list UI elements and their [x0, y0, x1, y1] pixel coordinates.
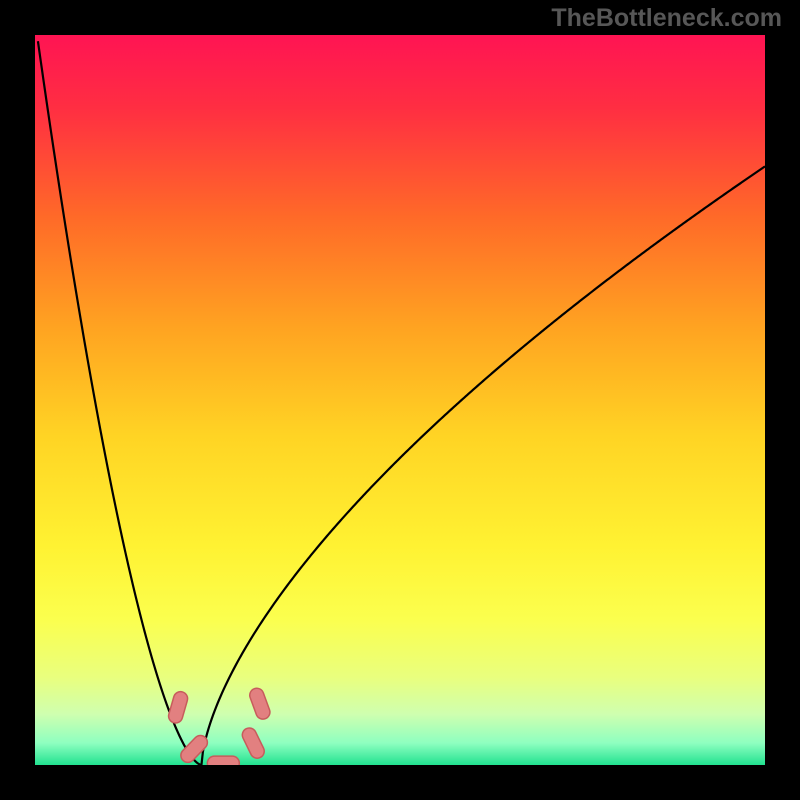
watermark-text: TheBottleneck.com: [551, 4, 782, 33]
plot-area: [35, 35, 765, 765]
curve-marker: [240, 726, 267, 761]
curve-marker: [167, 690, 189, 725]
plot-svg: [35, 35, 765, 765]
bottleneck-curve: [38, 41, 765, 765]
curve-marker: [207, 756, 239, 765]
curve-marker: [248, 686, 272, 721]
chart-container: TheBottleneck.com: [0, 0, 800, 800]
